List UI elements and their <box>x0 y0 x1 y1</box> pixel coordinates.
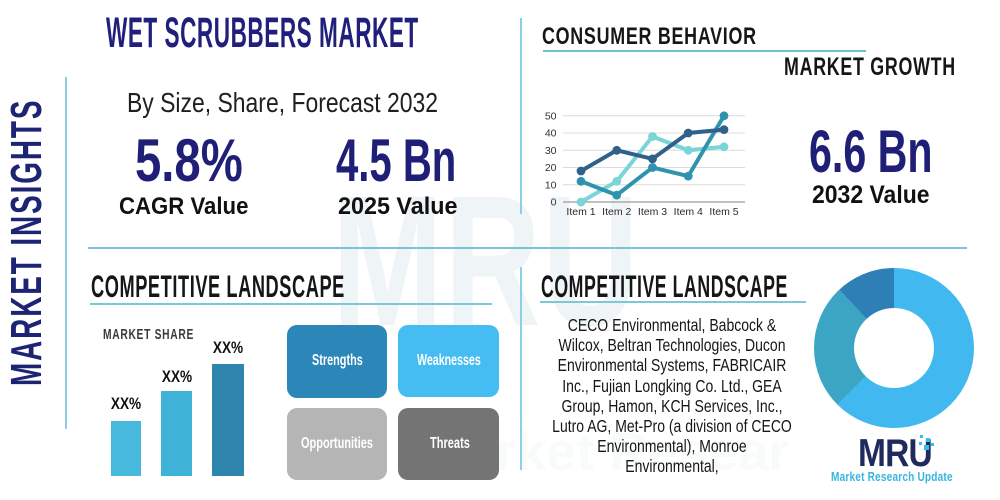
svg-text:40: 40 <box>545 128 557 140</box>
svg-text:0: 0 <box>551 197 557 209</box>
svg-text:30: 30 <box>545 145 557 157</box>
svg-text:Item 4: Item 4 <box>674 206 703 218</box>
svg-text:50: 50 <box>545 111 557 123</box>
svg-text:20: 20 <box>545 162 557 174</box>
svg-text:Item 2: Item 2 <box>602 206 631 218</box>
svg-text:Item 5: Item 5 <box>709 206 738 218</box>
svg-text:Item 3: Item 3 <box>638 206 667 218</box>
svg-text:Item 1: Item 1 <box>566 206 595 218</box>
svg-text:10: 10 <box>545 180 557 192</box>
